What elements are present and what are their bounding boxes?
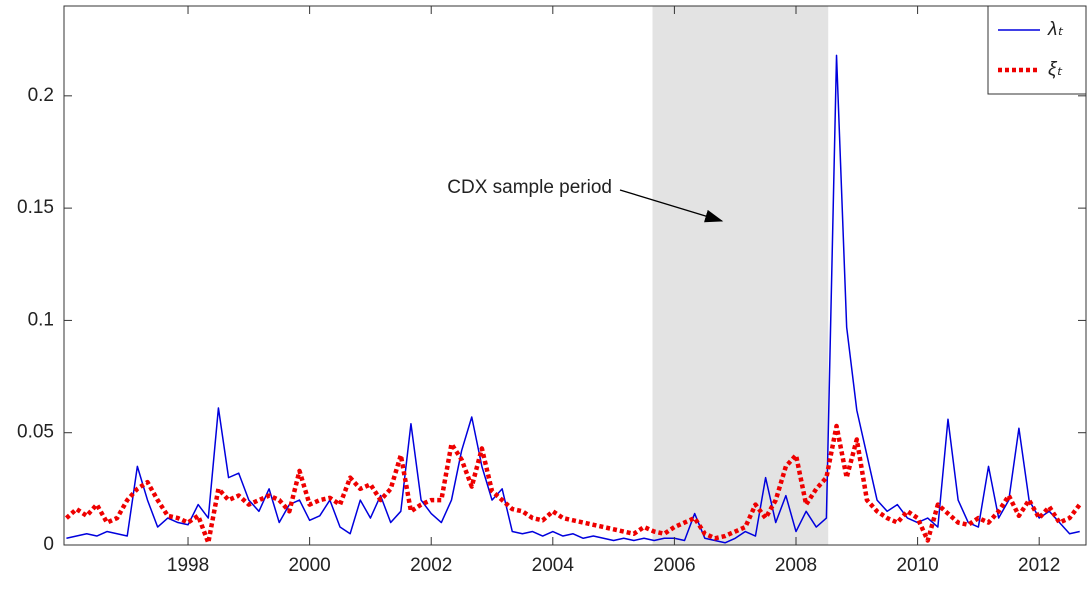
y-tick-label: 0.2 [28, 85, 54, 106]
y-tick-label: 0.1 [28, 309, 54, 330]
x-tick-label: 2004 [532, 555, 575, 576]
x-tick-label: 2002 [410, 555, 452, 576]
legend-label: ξₜ [1048, 59, 1062, 80]
shaded-period [652, 6, 829, 545]
annotation: CDX sample period [447, 177, 612, 198]
shade-layer [652, 6, 829, 545]
y-tick-label: 0.05 [17, 422, 54, 443]
annotation-arrow [619, 189, 724, 223]
legend-box [987, 5, 1087, 95]
series-line [66, 54, 1080, 544]
y-tick-label: 0.15 [17, 197, 54, 218]
y-tick-label: 0 [43, 534, 54, 555]
legend-label: λₜ [1047, 19, 1063, 40]
series-line [64, 423, 1082, 546]
x-tick-label: 2012 [1018, 555, 1060, 576]
x-tick-label: 2006 [653, 555, 695, 576]
x-tick-label: 1998 [167, 555, 209, 576]
axes-box [63, 5, 1087, 546]
x-tick-label: 2000 [288, 555, 330, 576]
x-tick-label: 2008 [775, 555, 817, 576]
x-tick-label: 2010 [896, 555, 938, 576]
plot-layer [64, 54, 1082, 546]
